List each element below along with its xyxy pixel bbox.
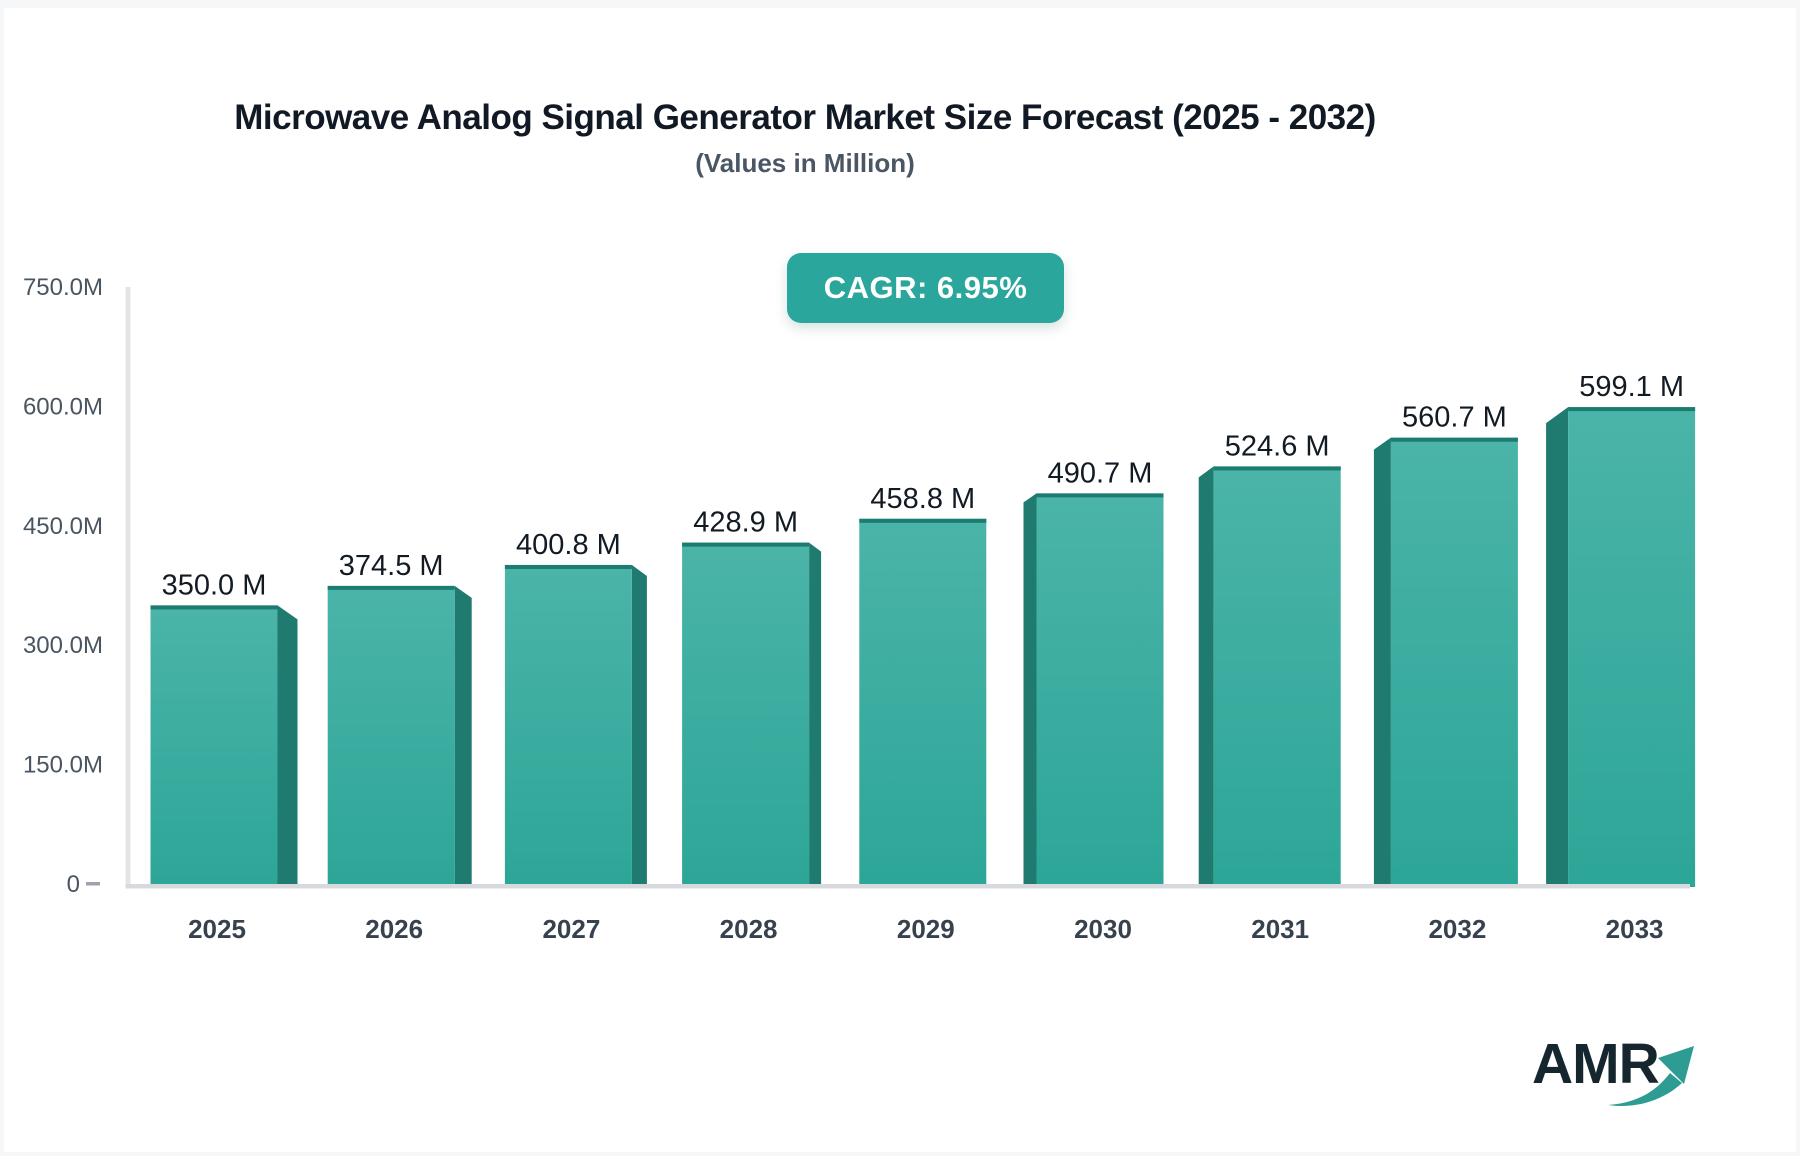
x-axis-label: 2030 bbox=[1074, 914, 1132, 944]
bar-value-label: 599.1 M bbox=[1579, 371, 1684, 403]
x-axis-label: 2031 bbox=[1251, 914, 1309, 944]
bar-front-face bbox=[1390, 437, 1518, 887]
bar-top-edge bbox=[859, 518, 987, 523]
cagr-badge: CAGR: 6.95% bbox=[787, 253, 1064, 323]
bar-front-face bbox=[504, 564, 632, 887]
y-axis-label: 300.0M bbox=[23, 632, 103, 659]
x-axis-label: 2025 bbox=[188, 914, 246, 944]
x-axis-line bbox=[125, 884, 1690, 889]
bar-side-face bbox=[631, 564, 647, 887]
bar-top-edge bbox=[1213, 466, 1341, 471]
x-axis-label: 2029 bbox=[897, 914, 955, 944]
bar-side-face bbox=[1373, 437, 1391, 887]
amr-logo-text: AMR bbox=[1532, 1032, 1660, 1096]
bar-front-face bbox=[1568, 407, 1696, 887]
y-axis-line bbox=[125, 287, 131, 886]
bar-top-edge bbox=[504, 564, 632, 569]
bar-value-label: 490.7 M bbox=[1048, 457, 1153, 489]
bar-2027: 400.8 M bbox=[504, 529, 647, 887]
bar-value-label: 400.8 M bbox=[516, 529, 621, 561]
bar-top-edge bbox=[1568, 407, 1696, 412]
x-axis-label: 2033 bbox=[1606, 914, 1664, 944]
bar-2033: 599.1 M bbox=[1546, 371, 1696, 887]
bar-side-face bbox=[809, 542, 822, 887]
bar-value-label: 428.9 M bbox=[693, 507, 798, 539]
bar-side-face bbox=[1546, 407, 1569, 887]
x-axis-label: 2028 bbox=[720, 914, 778, 944]
bar-front-face bbox=[1036, 493, 1164, 887]
bar-front-face bbox=[1213, 466, 1341, 887]
y-axis-label: 750.0M bbox=[23, 274, 103, 301]
y-axis-label: 0 bbox=[67, 871, 80, 898]
bar-front-face bbox=[859, 518, 987, 887]
bar-2031: 524.6 M bbox=[1198, 430, 1341, 887]
amr-logo: AMR bbox=[1530, 1032, 1720, 1144]
bar-2030: 490.7 M bbox=[1023, 457, 1164, 887]
chart-title: Microwave Analog Signal Generator Market… bbox=[234, 98, 1376, 137]
bar-value-label: 524.6 M bbox=[1225, 430, 1330, 462]
bar-side-face bbox=[1198, 466, 1214, 887]
x-axis-label: 2026 bbox=[365, 914, 423, 944]
y-axis-label: 450.0M bbox=[23, 513, 103, 540]
arrow-head bbox=[1658, 1046, 1694, 1084]
bar-top-edge bbox=[150, 605, 278, 610]
bar-top-edge bbox=[682, 542, 810, 547]
bar-value-label: 350.0 M bbox=[162, 569, 267, 601]
bar-side-face bbox=[277, 605, 298, 887]
y-axis-label: 150.0M bbox=[23, 752, 103, 779]
bar-top-edge bbox=[327, 585, 455, 590]
bar-value-label: 560.7 M bbox=[1402, 402, 1507, 434]
y-axis-label: 600.0M bbox=[23, 393, 103, 420]
bar-value-label: 374.5 M bbox=[339, 550, 444, 582]
zero-tick bbox=[86, 882, 100, 886]
cagr-badge-label: CAGR: 6.95% bbox=[823, 270, 1028, 305]
bar-value-label: 458.8 M bbox=[870, 483, 975, 515]
bar-front-face bbox=[150, 605, 278, 887]
bar-front-face bbox=[682, 542, 810, 887]
x-axis-label: 2027 bbox=[542, 914, 600, 944]
x-axis-label: 2032 bbox=[1428, 914, 1486, 944]
bar-2026: 374.5 M bbox=[327, 550, 472, 887]
chart-subtitle: (Values in Million) bbox=[695, 148, 915, 178]
bar-side-face bbox=[454, 585, 472, 887]
bar-2028: 428.9 M bbox=[682, 507, 822, 887]
bar-2029: 458.8 M bbox=[859, 483, 987, 887]
bar-top-edge bbox=[1036, 493, 1164, 498]
bar-2025: 350.0 M bbox=[150, 569, 298, 887]
bar-front-face bbox=[327, 585, 455, 887]
bar-2032: 560.7 M bbox=[1373, 402, 1518, 887]
bar-side-face bbox=[1023, 493, 1037, 887]
bar-top-edge bbox=[1390, 437, 1518, 442]
